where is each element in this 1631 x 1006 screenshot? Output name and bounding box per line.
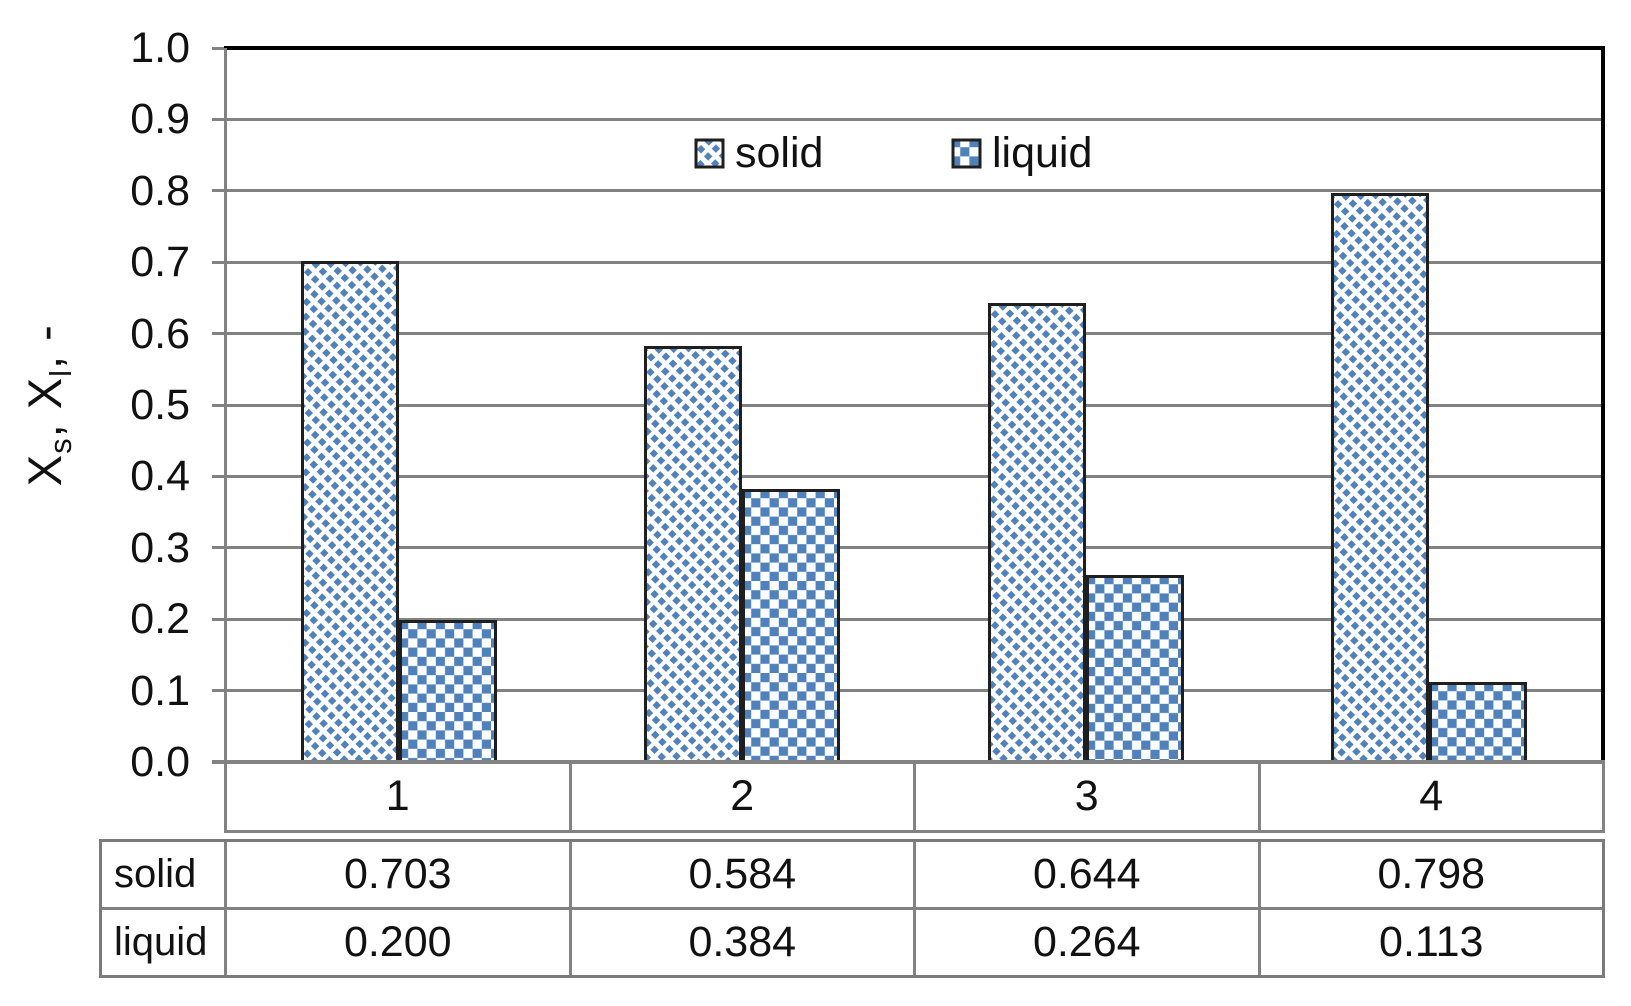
y-gridline [227, 332, 1601, 336]
plot-top-border [224, 46, 1605, 50]
y-tick-mark [212, 260, 226, 264]
y-gridline [227, 474, 1601, 478]
table-cell: 0.264 [916, 910, 1261, 975]
bar-solid-cat1 [300, 261, 399, 763]
y-tick-label: 0.5 [130, 381, 190, 429]
table-cell: 0.644 [916, 842, 1261, 907]
y-tick-mark [212, 117, 226, 121]
y-tick-label: 0.1 [130, 666, 190, 715]
y-tick-mark [212, 617, 226, 621]
table-row-label: solid [102, 842, 227, 907]
bar-liquid-cat1 [398, 620, 497, 763]
y-tick-mark [212, 189, 226, 193]
bar-liquid-cat4 [1429, 682, 1528, 763]
legend-key-liquid-icon [951, 138, 982, 169]
y-tick-label: 0.2 [130, 595, 190, 644]
y-tick-label: 0.7 [130, 238, 190, 287]
y-tick-label: 0.8 [130, 166, 190, 215]
legend-item-liquid: liquid [951, 129, 1092, 178]
y-axis-line [224, 48, 227, 763]
category-label-4: 4 [1419, 772, 1444, 820]
bar-solid-cat2 [644, 346, 743, 763]
table-cell: 0.384 [572, 910, 916, 975]
y-tick-mark [212, 332, 226, 336]
y-tick-label: 0.4 [130, 452, 190, 501]
y-tick-label: 0.0 [130, 738, 190, 786]
y-gridline [227, 546, 1601, 550]
table-row-liquid: liquid 0.200 0.384 0.264 0.113 [102, 910, 1602, 975]
table-cell: 0.200 [227, 910, 572, 975]
y-gridline [227, 117, 1601, 121]
table-row-label: liquid [102, 910, 227, 975]
legend-label-solid: solid [735, 129, 824, 177]
y-tick-mark [212, 403, 226, 407]
category-label-2: 2 [572, 763, 916, 830]
y-tick-label: 1.0 [130, 24, 190, 72]
y-tick-mark [212, 689, 226, 693]
y-tick-label: 0.9 [130, 95, 190, 144]
bar-liquid-cat2 [742, 489, 841, 763]
y-gridline [227, 189, 1601, 193]
y-gridline [227, 689, 1601, 693]
bar-liquid-cat3 [1085, 575, 1184, 763]
y-gridline [227, 260, 1601, 264]
table-cell: 0.703 [227, 842, 572, 907]
category-label-3: 3 [916, 763, 1261, 830]
y-tick-label: 0.3 [130, 523, 190, 572]
table-cell: 0.584 [572, 842, 916, 907]
x-axis-line [212, 760, 1605, 764]
table-cell: 0.113 [1379, 918, 1484, 966]
y-gridline [227, 617, 1601, 621]
y-gridline [227, 403, 1601, 407]
bar-solid-cat3 [987, 303, 1086, 763]
y-tick-mark [212, 546, 226, 550]
bar-solid-cat4 [1331, 193, 1430, 763]
legend-key-solid-icon [694, 138, 725, 169]
legend-label-liquid: liquid [992, 129, 1093, 177]
y-tick-mark [212, 474, 226, 478]
category-label-1: 1 [227, 763, 572, 830]
table-row-solid: solid 0.703 0.584 0.644 0.798 [102, 842, 1602, 910]
table-cell: 0.798 [1377, 850, 1486, 898]
y-tick-label: 0.6 [130, 309, 190, 358]
data-table: solid 0.703 0.584 0.644 0.798 liquid 0.200 0.38… [99, 839, 1605, 978]
legend-item-solid: solid [694, 129, 823, 178]
plot-right-border [1601, 46, 1605, 763]
y-tick-mark [212, 46, 226, 50]
